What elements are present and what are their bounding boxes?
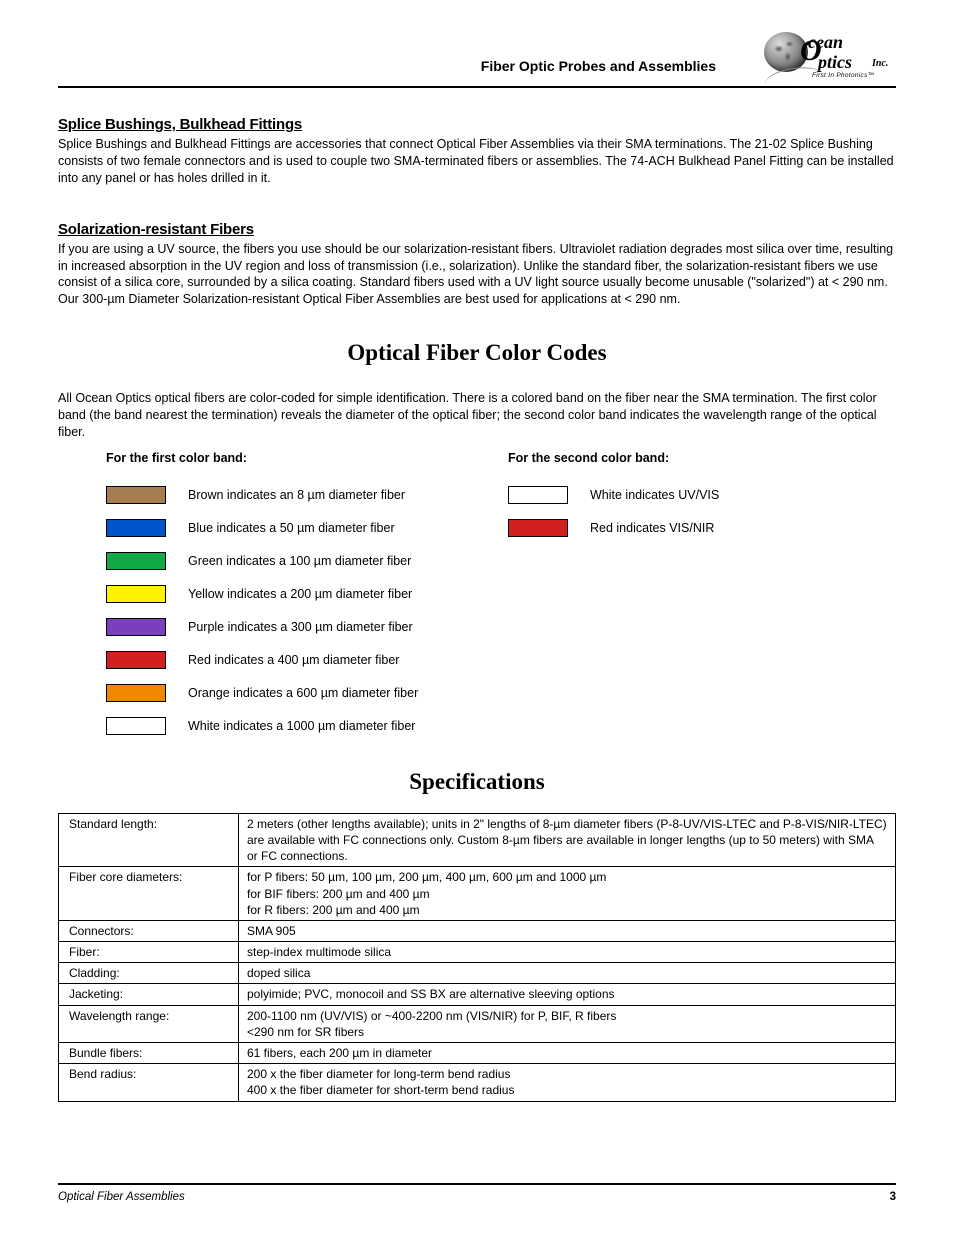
logo-text-ptics: ptics [818, 52, 852, 73]
spec-label: Wavelength range: [59, 1005, 239, 1042]
color-row: Yellow indicates a 200 µm diameter fiber [106, 578, 446, 611]
color-swatch-icon [508, 519, 568, 537]
table-row: Standard length:2 meters (other lengths … [59, 813, 896, 867]
spec-label: Connectors: [59, 920, 239, 941]
spec-label: Fiber core diameters: [59, 867, 239, 921]
color-row: Purple indicates a 300 µm diameter fiber [106, 611, 446, 644]
table-row: Jacketing:polyimide; PVC, monocoil and S… [59, 984, 896, 1005]
color-swatch-label: Purple indicates a 300 µm diameter fiber [188, 620, 413, 634]
spec-value: for P fibers: 50 µm, 100 µm, 200 µm, 400… [239, 867, 896, 921]
color-codes-columns: For the first color band: Brown indicate… [58, 451, 896, 743]
color-swatch-icon [106, 486, 166, 504]
logo-text-cean: cean [808, 32, 843, 53]
splice-heading: Splice Bushings, Bulkhead Fittings [58, 116, 896, 133]
table-row: Fiber core diameters:for P fibers: 50 µm… [59, 867, 896, 921]
color-swatch-icon [106, 585, 166, 603]
color-codes-title: Optical Fiber Color Codes [58, 340, 896, 366]
spec-label: Fiber: [59, 942, 239, 963]
color-swatch-label: Green indicates a 100 µm diameter fiber [188, 554, 411, 568]
color-swatch-icon [106, 717, 166, 735]
color-row: Orange indicates a 600 µm diameter fiber [106, 677, 446, 710]
color-row: Brown indicates an 8 µm diameter fiber [106, 479, 446, 512]
color-row: Green indicates a 100 µm diameter fiber [106, 545, 446, 578]
color-swatch-label: Yellow indicates a 200 µm diameter fiber [188, 587, 412, 601]
color-swatch-label: White indicates a 1000 µm diameter fiber [188, 719, 415, 733]
solarization-text: If you are using a UV source, the fibers… [58, 241, 896, 309]
spec-value: 61 fibers, each 200 µm in diameter [239, 1043, 896, 1064]
spec-label: Standard length: [59, 813, 239, 867]
table-row: Bend radius:200 x the fiber diameter for… [59, 1064, 896, 1101]
spec-label: Bend radius: [59, 1064, 239, 1101]
second-band-heading: For the second color band: [508, 451, 848, 465]
logo-tagline: First In Photonics™ [812, 72, 874, 79]
second-band-block: For the second color band: White indicat… [508, 451, 848, 743]
color-swatch-label: Red indicates a 400 µm diameter fiber [188, 653, 399, 667]
specs-title: Specifications [58, 769, 896, 795]
color-swatch-label: Red indicates VIS/NIR [590, 521, 714, 535]
first-band-heading: For the first color band: [106, 451, 446, 465]
first-band-block: For the first color band: Brown indicate… [106, 451, 446, 743]
color-swatch-icon [106, 552, 166, 570]
color-swatch-icon [106, 684, 166, 702]
table-row: Fiber:step-index multimode silica [59, 942, 896, 963]
spec-value: SMA 905 [239, 920, 896, 941]
table-row: Cladding:doped silica [59, 963, 896, 984]
footer-left: Optical Fiber Assemblies [58, 1191, 185, 1203]
table-row: Bundle fibers:61 fibers, each 200 µm in … [59, 1043, 896, 1064]
spec-value: polyimide; PVC, monocoil and SS BX are a… [239, 984, 896, 1005]
table-row: Connectors:SMA 905 [59, 920, 896, 941]
page-header: Fiber Optic Probes and Assemblies O cean… [58, 30, 896, 88]
specs-table: Standard length:2 meters (other lengths … [58, 813, 896, 1102]
solarization-heading: Solarization-resistant Fibers [58, 221, 896, 238]
color-swatch-label: White indicates UV/VIS [590, 488, 719, 502]
color-swatch-icon [106, 618, 166, 636]
table-row: Wavelength range:200-1100 nm (UV/VIS) or… [59, 1005, 896, 1042]
color-swatch-icon [106, 519, 166, 537]
color-row: Blue indicates a 50 µm diameter fiber [106, 512, 446, 545]
logo-text-inc: Inc. [872, 58, 888, 69]
color-swatch-label: Blue indicates a 50 µm diameter fiber [188, 521, 395, 535]
company-logo: O cean ptics Inc. First In Photonics™ [764, 26, 904, 86]
spec-label: Bundle fibers: [59, 1043, 239, 1064]
color-swatch-label: Brown indicates an 8 µm diameter fiber [188, 488, 405, 502]
header-doc-title: Fiber Optic Probes and Assemblies [481, 58, 716, 74]
splice-text: Splice Bushings and Bulkhead Fittings ar… [58, 136, 896, 187]
color-swatch-icon [508, 486, 568, 504]
color-row: White indicates UV/VIS [508, 479, 848, 512]
color-row: White indicates a 1000 µm diameter fiber [106, 710, 446, 743]
spec-value: 200 x the fiber diameter for long-term b… [239, 1064, 896, 1101]
spec-label: Cladding: [59, 963, 239, 984]
page-footer: Optical Fiber Assemblies 3 [58, 1183, 896, 1203]
footer-page-number: 3 [890, 1191, 896, 1203]
spec-label: Jacketing: [59, 984, 239, 1005]
spec-value: 200-1100 nm (UV/VIS) or ~400-2200 nm (VI… [239, 1005, 896, 1042]
spec-value: doped silica [239, 963, 896, 984]
color-row: Red indicates VIS/NIR [508, 512, 848, 545]
color-swatch-icon [106, 651, 166, 669]
color-row: Red indicates a 400 µm diameter fiber [106, 644, 446, 677]
spec-value: 2 meters (other lengths available); unit… [239, 813, 896, 867]
spec-value: step-index multimode silica [239, 942, 896, 963]
color-codes-intro: All Ocean Optics optical fibers are colo… [58, 390, 896, 441]
color-swatch-label: Orange indicates a 600 µm diameter fiber [188, 686, 418, 700]
